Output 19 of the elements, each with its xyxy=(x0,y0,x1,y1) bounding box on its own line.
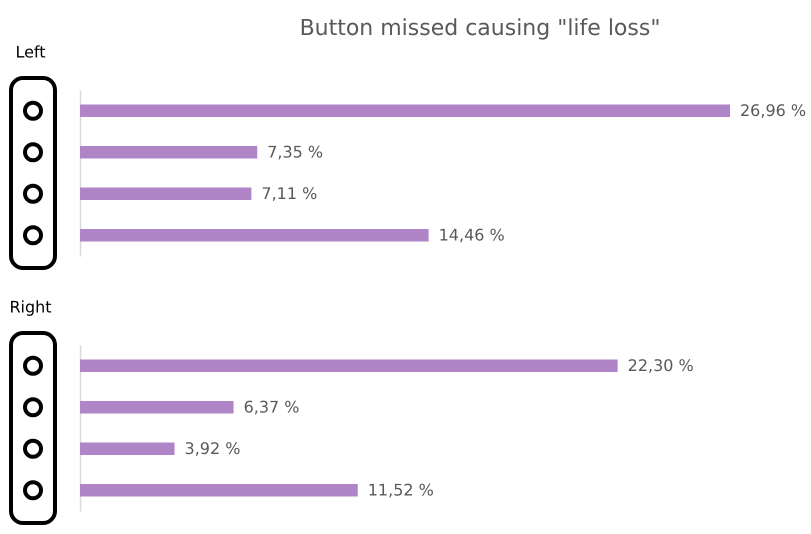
y-axis-title: Right xyxy=(9,298,52,316)
y-axis-title: Left xyxy=(15,42,46,62)
data-label: 14,46 % xyxy=(438,225,505,244)
bar xyxy=(80,104,730,117)
data-label: 6,37 % xyxy=(244,397,300,416)
bar xyxy=(80,401,234,414)
bar xyxy=(80,442,175,455)
bar xyxy=(80,484,358,496)
bar xyxy=(80,229,429,242)
data-label: 26,96 % xyxy=(740,100,806,120)
data-label: 3,92 % xyxy=(184,438,240,458)
chart-title: Button missed causing "life loss" xyxy=(300,16,660,41)
data-label: 11,52 % xyxy=(368,480,434,500)
data-label: 7,11 % xyxy=(261,184,318,203)
data-label: 7,35 % xyxy=(267,142,324,162)
data-label: 22,30 % xyxy=(628,356,694,375)
bar xyxy=(80,360,618,372)
bar xyxy=(80,146,258,158)
bar xyxy=(80,188,252,200)
